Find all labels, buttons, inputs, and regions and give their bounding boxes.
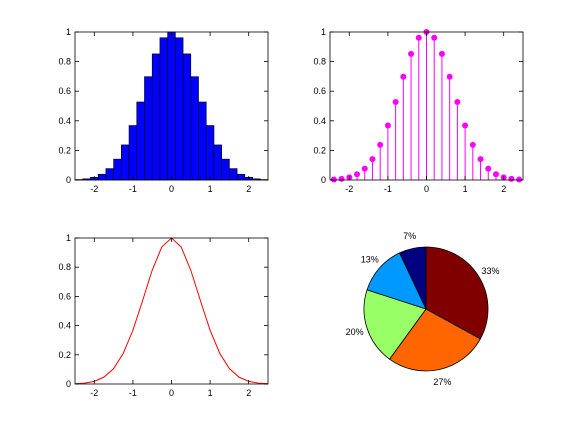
stem-marker [384,122,391,129]
x-tick-label: -1 [384,184,392,194]
bar [205,125,215,181]
pie-slice-label: 7% [403,231,416,241]
x-tick-label: -2 [90,184,98,194]
bar [113,158,122,181]
y-tick-label: 0.2 [58,350,71,360]
x-tick-label: -2 [345,184,353,194]
stem-marker [431,34,438,41]
y-tick-label: 0.2 [58,145,71,155]
stem-marker [330,176,337,183]
bar [198,101,207,181]
x-tick-label: 0 [169,184,174,194]
bar [175,37,184,181]
stem-marker [477,156,484,163]
stem-marker [354,171,361,178]
stem-marker [408,50,415,57]
x-tick-label: -1 [129,388,137,398]
stem-marker [454,99,461,106]
stem-chart-panel: -2 -1 0 1 2 0 0.2 0.4 0.6 0.8 1 [313,27,524,194]
stem-marker [392,99,399,106]
y-tick-label: 0.4 [58,321,71,331]
y-tick-label: 0.2 [313,145,326,155]
pie-slice-label: 20% [346,327,364,337]
bar [221,158,230,181]
pie-slice-label: 13% [361,254,379,264]
stem-marker [338,175,345,182]
bar [236,173,246,181]
y-tick-label: 0.4 [313,116,326,126]
y-tick-label: 0.4 [58,116,71,126]
y-tick-label: 0.8 [313,57,326,67]
stem-marker [485,165,492,172]
stem-marker [361,165,368,172]
bar [229,168,238,181]
bar [144,76,153,181]
y-tick-label: 1 [321,27,326,37]
pie-slice [389,308,481,372]
y-tick-label: 1 [66,27,71,37]
stem-marker [438,50,445,57]
x-tick-label: 2 [246,184,251,194]
y-tick-label: 0.8 [58,262,71,272]
pie-chart-panel: 33% 27% 20% 13% 7% [346,231,500,387]
stem-marker [492,171,499,178]
y-tick-label: 0.8 [58,57,71,67]
x-tick-label: 1 [463,184,468,194]
y-tick-label: 0 [66,175,71,185]
pie-slice [425,246,489,340]
plot-area [75,238,268,384]
y-tick-label: 0.6 [58,86,71,96]
stem-marker [415,34,422,41]
bar [136,101,145,181]
stem-marker [400,73,407,80]
stem-marker [462,122,469,129]
y-tick-label: 0 [66,379,71,389]
x-tick-label: -2 [90,388,98,398]
bar [190,76,199,181]
bar [105,168,114,181]
pie-slice-label: 33% [482,266,500,276]
stem-marker [377,141,384,148]
y-tick-label: 0 [321,175,326,185]
x-tick-label: 0 [169,388,174,398]
bar [159,37,168,181]
bar [167,31,176,181]
pie-slice [399,246,427,310]
stem-marker [508,175,515,182]
x-tick-label: 2 [246,388,251,398]
bar [128,125,138,181]
x-tick-label: 1 [208,184,213,194]
stem-marker [446,73,453,80]
bar [182,53,192,181]
bar [213,144,222,181]
stem-marker [469,141,476,148]
bar-chart-panel: -2 -1 0 1 2 0 0.2 0.4 0.6 0.8 1 [58,27,269,194]
bar [97,173,107,181]
y-tick-label: 1 [66,233,71,243]
pie-slice [363,289,427,360]
stem-marker [369,156,376,163]
x-tick-label: 2 [501,184,506,194]
y-tick-label: 0.6 [58,291,71,301]
line-chart-panel: -2 -1 0 1 2 0 0.2 0.4 0.6 0.8 1 [58,233,269,398]
stem-marker [516,176,523,183]
pie-slice-label: 27% [433,377,451,387]
bar [121,144,130,181]
x-tick-label: -1 [129,184,137,194]
x-tick-label: 0 [424,184,429,194]
y-tick-label: 0.6 [313,86,326,96]
bar [151,53,161,181]
x-tick-label: 1 [208,388,213,398]
